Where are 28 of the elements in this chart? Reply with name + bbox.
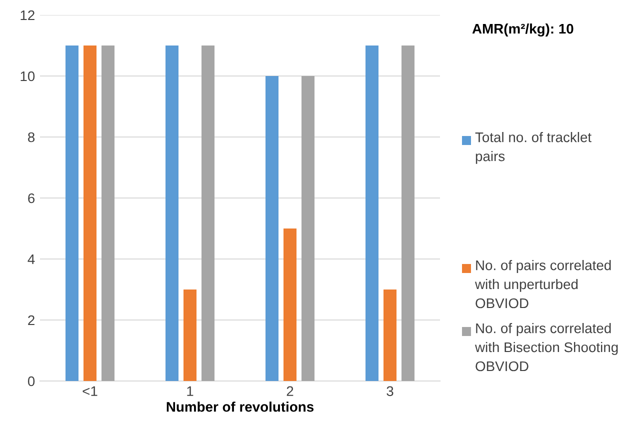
bar <box>366 46 378 381</box>
bar <box>284 228 296 381</box>
x-tick-label: <1 <box>82 386 98 396</box>
x-tick-label: 2 <box>286 386 294 396</box>
y-tick-label: 2 <box>28 315 34 326</box>
bar <box>102 46 114 381</box>
text: AMR(m²/kg): 10 <box>472 23 574 37</box>
bar <box>402 46 414 381</box>
bar <box>384 290 396 381</box>
bar <box>266 76 278 381</box>
bar <box>302 76 314 381</box>
y-tick-label: 0 <box>28 376 35 386</box>
y-tick-label: 4 <box>28 254 35 264</box>
bar <box>166 46 178 381</box>
bar <box>202 46 214 381</box>
bar <box>184 290 196 381</box>
bar <box>66 46 78 381</box>
bar <box>84 46 96 381</box>
y-tick-label: 12 <box>20 10 34 20</box>
legend-label: No. of pairs correlated with unperturbed OBVIOD <box>474 260 611 308</box>
legend-label: Total no. of tracklet pairs <box>475 132 592 164</box>
x-axis-title: Number of revolutions <box>166 402 314 412</box>
x-tick-label: 3 <box>386 386 394 396</box>
y-tick-label: 10 <box>20 71 35 82</box>
legend-label: No. of pairs correlated with Bisection Shooting OBVIOD <box>474 323 618 372</box>
y-tick-label: 6 <box>28 193 35 204</box>
x-tick-label: 1 <box>187 386 194 396</box>
y-tick-label: 8 <box>28 132 35 142</box>
